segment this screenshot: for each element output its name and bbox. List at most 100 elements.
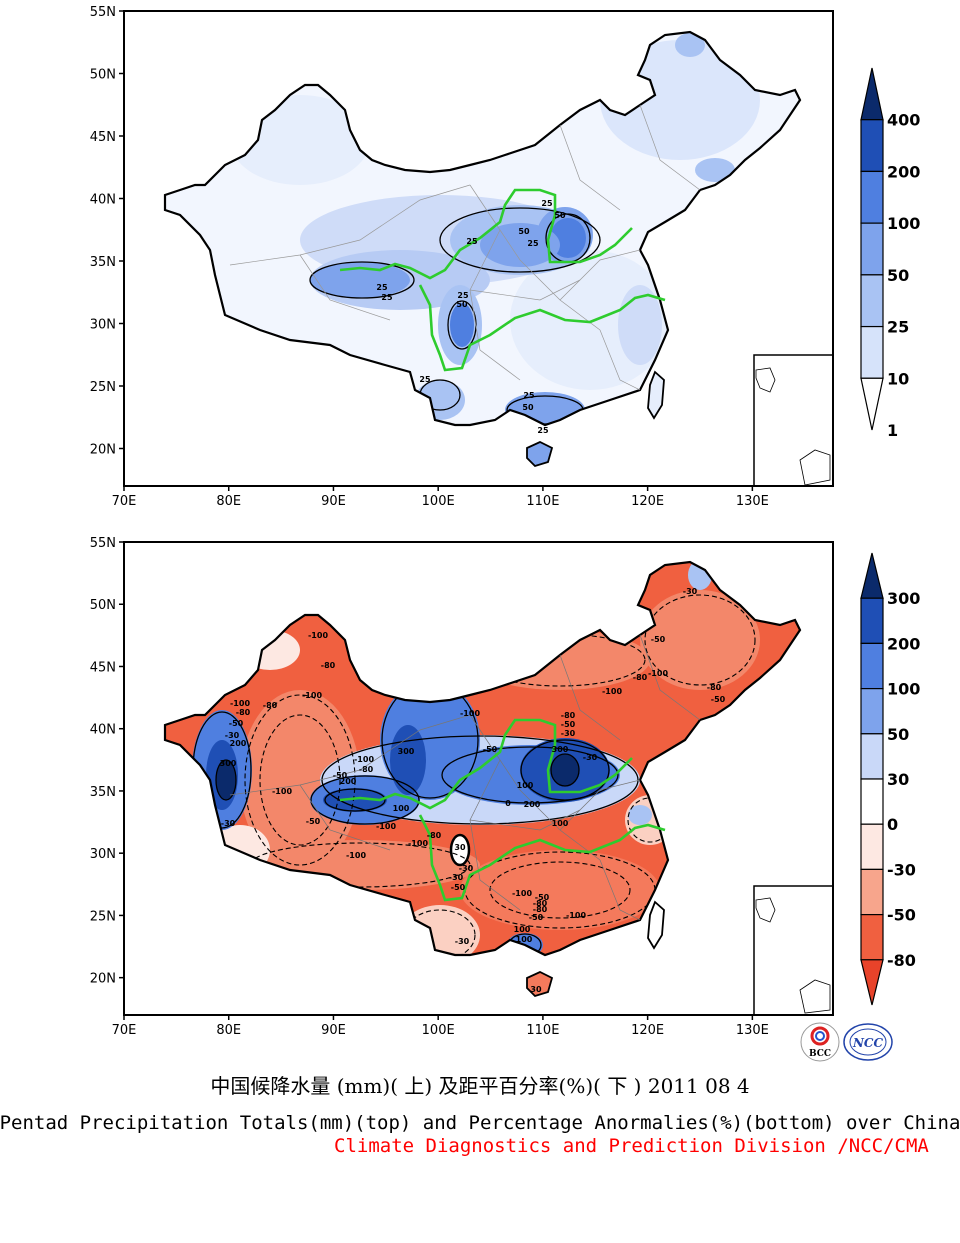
contour-label: 200 bbox=[340, 777, 357, 786]
colorbar-top-arrow bbox=[860, 552, 884, 599]
colorbar-label: 0 bbox=[887, 815, 898, 834]
top-contour-labels: 25 50 25 50 25 25 25 25 50 25 25 50 25 bbox=[376, 199, 566, 435]
contour-label: -100 bbox=[346, 851, 366, 860]
colorbar-top-arrow bbox=[860, 67, 884, 121]
contour-label: 200 bbox=[524, 800, 541, 809]
contour-label: 50 bbox=[456, 300, 468, 309]
lat-label: 55N bbox=[90, 5, 116, 20]
contour-label: 50 bbox=[522, 403, 534, 412]
contour-label: 100 bbox=[552, 819, 569, 828]
contour-label: -100 bbox=[230, 699, 250, 708]
bottom-taiwan bbox=[647, 900, 665, 950]
contour-label: 25 bbox=[527, 239, 539, 248]
contour-label: 50 bbox=[518, 227, 530, 236]
colorbar-segment bbox=[860, 733, 884, 780]
lon-label: 90E bbox=[321, 494, 346, 509]
colorbar-segment bbox=[860, 170, 884, 224]
contour-label: 30 bbox=[530, 985, 542, 994]
contour-label: -30 bbox=[583, 753, 598, 762]
colorbar-label: -30 bbox=[887, 860, 916, 879]
colorbar-segment bbox=[860, 119, 884, 173]
contour-label: -30 bbox=[683, 587, 698, 596]
colorbar-label: -50 bbox=[887, 906, 916, 925]
colorbar-segment bbox=[860, 274, 884, 328]
lat-label: 45N bbox=[90, 660, 116, 675]
colorbar-label: -80 bbox=[887, 951, 916, 970]
contour-label: 300 bbox=[398, 747, 415, 756]
bottom-inset-coast bbox=[755, 897, 831, 1014]
lon-label: 130E bbox=[736, 494, 769, 509]
bottom-contour-labels: -100 -80 -100 -80 -100 -80 -50 -30 300 2… bbox=[220, 587, 726, 994]
contour-label: -30 bbox=[225, 731, 240, 740]
colorbar-segment bbox=[860, 823, 884, 871]
map-axes: 55N 50N 45N 40N 35N 30N 25N 20N 70E 80E 90E 100E 110… bbox=[90, 5, 769, 1038]
contour-label: -50 bbox=[529, 913, 544, 922]
ncc-logo-text: NCC bbox=[852, 1036, 884, 1050]
contour-label: -30 bbox=[221, 819, 236, 828]
chinese-caption: 中国候降水量 (mm)( 上) 及距平百分率(%)( 下 ) 2011 08 4 bbox=[210, 1074, 750, 1098]
lat-label: 25N bbox=[90, 380, 116, 395]
top-province-lines bbox=[229, 104, 701, 391]
contour-label: -100 bbox=[566, 911, 586, 920]
contour-label: 300 bbox=[552, 745, 569, 754]
top-map-frame bbox=[123, 10, 834, 487]
top-map-panel bbox=[123, 10, 834, 487]
contour-label: -50 bbox=[651, 635, 666, 644]
lat-label: 20N bbox=[90, 972, 116, 987]
contour-label: 25 bbox=[523, 391, 535, 400]
bottom-hainan bbox=[526, 971, 554, 998]
lon-label: 100E bbox=[422, 494, 455, 509]
bottom-rivers bbox=[339, 718, 666, 902]
lat-label: 35N bbox=[90, 255, 116, 270]
contour-label: -50 bbox=[561, 720, 576, 729]
contour-label: 50 bbox=[554, 211, 566, 220]
contour-label: 100 bbox=[514, 925, 531, 934]
ncc-logo: NCC bbox=[843, 1023, 893, 1061]
contour-label: -100 bbox=[648, 669, 668, 678]
english-caption: Pentad Precipitation Totals(mm)(top) and… bbox=[0, 1112, 960, 1134]
contour-label: -100 bbox=[376, 822, 396, 831]
contour-label: -80 bbox=[561, 711, 576, 720]
contour-label: -80 bbox=[427, 831, 442, 840]
colorbar-label: 300 bbox=[887, 589, 920, 608]
top-inset-coast bbox=[755, 367, 831, 486]
colorbar-label: 100 bbox=[887, 214, 920, 233]
contour-label: -50 bbox=[711, 695, 726, 704]
contour-label: 100 bbox=[516, 935, 533, 944]
contour-label: -80 bbox=[359, 765, 374, 774]
contour-label: -80 bbox=[236, 708, 251, 717]
contour-label: -100 bbox=[354, 755, 374, 764]
lat-label: 30N bbox=[90, 318, 116, 333]
colorbar-bottom-arrow bbox=[860, 959, 884, 1006]
lon-label: 100E bbox=[422, 1023, 455, 1038]
lon-label: 80E bbox=[216, 1023, 241, 1038]
colorbar-segment bbox=[860, 642, 884, 690]
lon-label: 90E bbox=[321, 1023, 346, 1038]
lon-label: 120E bbox=[631, 494, 664, 509]
contour-label: -50 bbox=[535, 893, 550, 902]
contour-label: -100 bbox=[460, 709, 480, 718]
contour-label: 100 bbox=[517, 781, 534, 790]
contour-label: 25 bbox=[376, 283, 388, 292]
contour-label: -100 bbox=[408, 839, 428, 848]
colorbar-label: 10 bbox=[887, 369, 909, 388]
contour-label: 0 bbox=[505, 799, 511, 808]
lon-label: 110E bbox=[526, 1023, 559, 1038]
contour-label: -50 bbox=[451, 883, 466, 892]
lat-label: 20N bbox=[90, 443, 116, 458]
lat-label: 40N bbox=[90, 193, 116, 208]
colorbar-label: 200 bbox=[887, 634, 920, 653]
bottom-south-sea-inset bbox=[753, 885, 834, 1016]
colorbar-label: 30 bbox=[887, 770, 909, 789]
contour-label: -100 bbox=[272, 787, 292, 796]
colorbar-label: 50 bbox=[887, 266, 909, 285]
contour-label: -80 bbox=[533, 905, 548, 914]
lon-label: 70E bbox=[112, 494, 137, 509]
contour-label: 25 bbox=[537, 426, 549, 435]
bcc-logo: BCC bbox=[800, 1022, 840, 1062]
colorbar-bottom-arrow bbox=[860, 377, 884, 431]
contour-label: 30 bbox=[454, 843, 466, 852]
lon-label: 120E bbox=[631, 1023, 664, 1038]
